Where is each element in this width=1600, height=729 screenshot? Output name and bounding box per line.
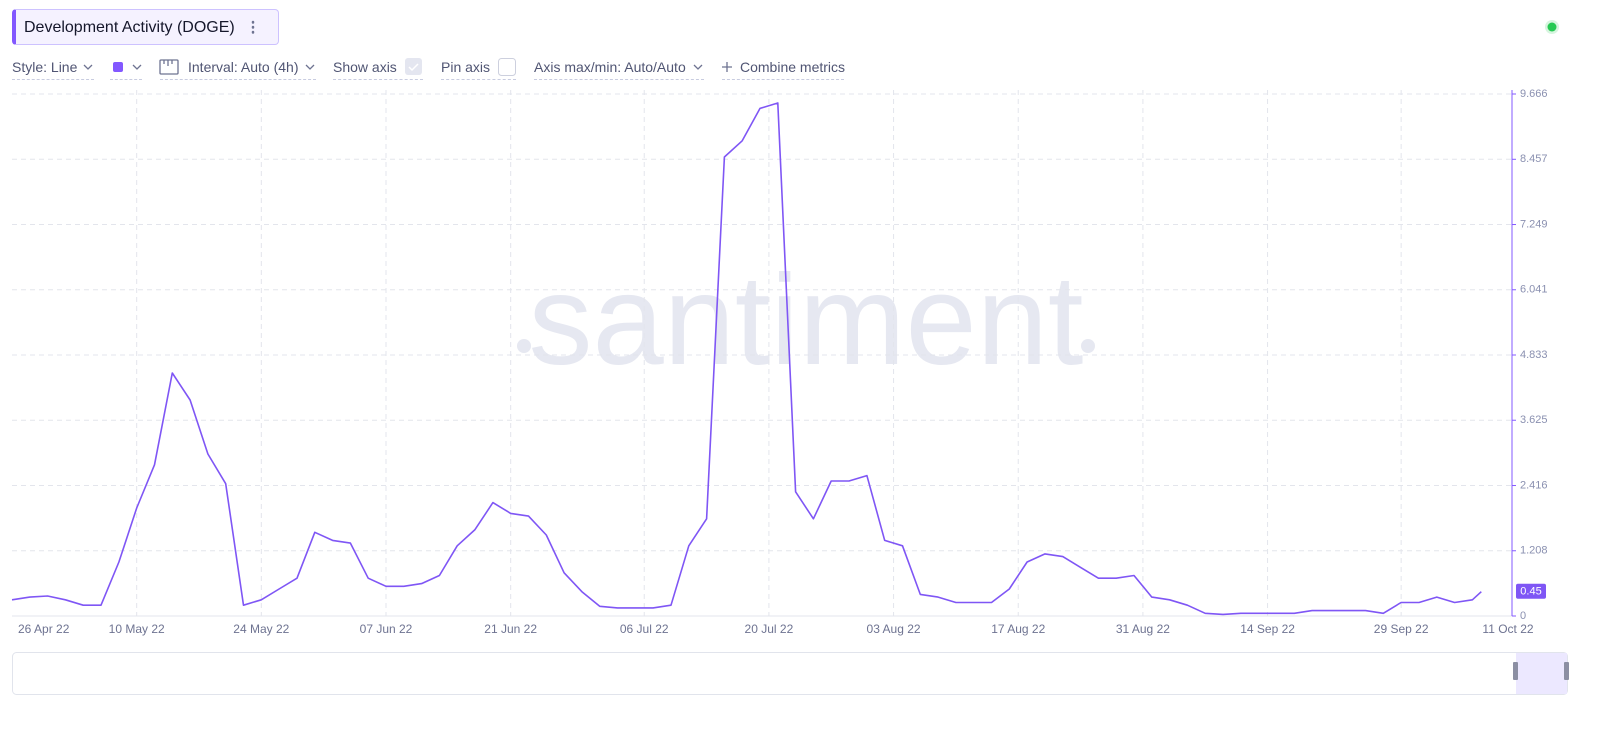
underline [160, 79, 316, 80]
x-tick-label: 20 Jul 22 [745, 622, 794, 636]
y-tick-label: 1.208 [1520, 545, 1548, 557]
watermark-dot [1081, 339, 1095, 353]
x-tick-label: 03 Aug 22 [867, 622, 921, 636]
underline [12, 79, 94, 80]
combine-metrics-button[interactable]: Combine metrics [740, 59, 846, 75]
checkbox[interactable] [498, 58, 516, 76]
x-tick-label: 29 Sep 22 [1374, 622, 1429, 636]
y-tick-label: 7.249 [1520, 218, 1548, 230]
chevron [83, 64, 93, 70]
line [11, 102, 1482, 616]
x-tick-label: 26 Apr 22 [18, 622, 70, 636]
underline [441, 79, 516, 80]
watermark: santiment [529, 249, 1084, 392]
chevron [693, 64, 703, 70]
navigator-handle[interactable] [1513, 662, 1518, 680]
pin-axis-toggle[interactable]: Pin axis [441, 59, 491, 75]
metric-title: Development Activity (DOGE) [24, 19, 235, 36]
watermark-dot [517, 339, 531, 353]
chevron [132, 64, 142, 70]
metric-header[interactable]: Development Activity (DOGE) [12, 9, 279, 45]
ruler-icon [159, 59, 179, 75]
x-tick-label: 06 Jul 22 [620, 622, 669, 636]
y-tick-label: 2.416 [1520, 479, 1548, 491]
x-tick-label: 21 Jun 22 [484, 622, 537, 636]
status-dot [1547, 22, 1557, 32]
x-tick-label: 11 Oct 22 [1482, 622, 1533, 636]
y-tick-label: 6.041 [1520, 284, 1548, 296]
y-tick-label: 0 [1520, 610, 1526, 622]
last-value-label: 0.45 [1520, 586, 1541, 598]
x-tick-label: 17 Aug 22 [991, 622, 1045, 636]
toolbar-icons [83, 20, 732, 75]
last-value-badge [1516, 583, 1546, 599]
x-tick-label: 07 Jun 22 [360, 622, 413, 636]
x-tick-label: 24 May 22 [233, 622, 289, 636]
underline [722, 79, 844, 80]
chevron [305, 64, 315, 70]
underline [534, 79, 704, 80]
y-tick-label: 4.833 [1520, 349, 1548, 361]
checkbox-checked[interactable] [405, 58, 422, 75]
checkmark [408, 63, 419, 72]
underline [333, 79, 423, 80]
show-axis-toggle[interactable]: Show axis [333, 59, 397, 75]
x-tick-label: 10 May 22 [109, 622, 165, 636]
style-selector[interactable]: Style: Line [12, 59, 78, 75]
x-tick-label: 14 Sep 22 [1240, 622, 1295, 636]
navigator-selection[interactable] [1516, 653, 1567, 694]
navigator[interactable] [12, 652, 1568, 695]
plus-icon [722, 62, 732, 72]
underline [110, 79, 142, 80]
navigator-handle[interactable] [1564, 662, 1569, 680]
y-tick-label: 9.666 [1520, 88, 1548, 100]
y-tick-label: 3.625 [1520, 414, 1548, 426]
axis-minmax-selector[interactable]: Axis max/min: Auto/Auto [534, 59, 686, 75]
y-tick-label: 8.457 [1520, 153, 1548, 165]
interval-selector[interactable]: Interval: Auto (4h) [188, 59, 299, 75]
color-swatch[interactable] [113, 62, 123, 72]
x-tick-label: 31 Aug 22 [1116, 622, 1170, 636]
ruler-ticks [163, 60, 173, 66]
